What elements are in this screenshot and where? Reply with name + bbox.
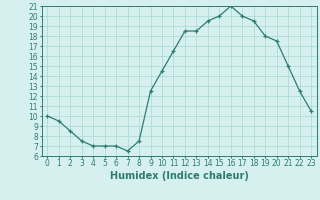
X-axis label: Humidex (Indice chaleur): Humidex (Indice chaleur): [110, 171, 249, 181]
